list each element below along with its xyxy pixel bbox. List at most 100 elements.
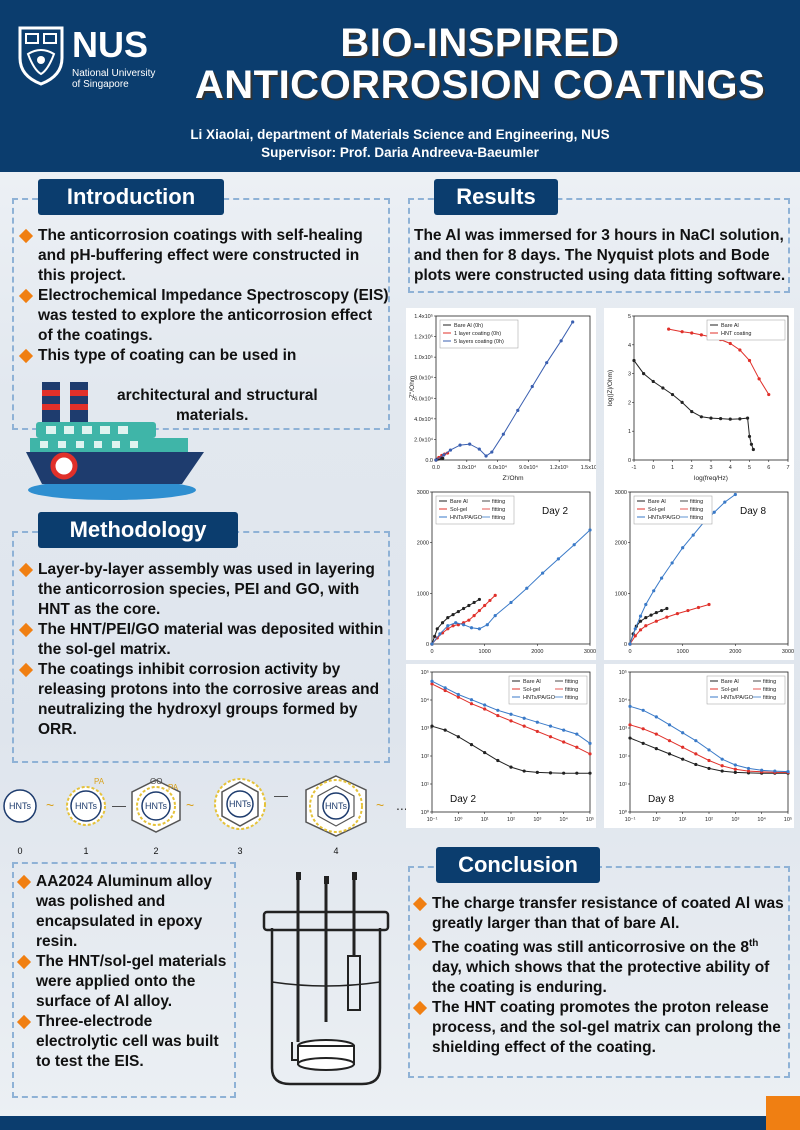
data-point xyxy=(443,686,447,690)
data-point xyxy=(588,528,592,532)
x-tick-label: 10⁵ xyxy=(784,816,792,823)
data-point xyxy=(670,392,675,397)
data-point xyxy=(660,608,664,613)
y-tick-label: 10⁴ xyxy=(619,697,628,704)
data-point xyxy=(686,608,690,613)
data-point xyxy=(628,642,632,646)
poster-header: NUS National University of Singapore BIO… xyxy=(0,0,800,172)
data-point xyxy=(638,614,643,618)
logo-text: NUS xyxy=(72,24,149,65)
legend-fit-label: fitting xyxy=(565,687,578,693)
data-point xyxy=(467,603,471,608)
step-number-2: 2 xyxy=(153,846,158,856)
data-point xyxy=(649,613,653,617)
legend-fit-label: fitting xyxy=(690,515,703,521)
legend-label: Bare Al xyxy=(721,679,739,685)
data-point xyxy=(667,739,672,743)
data-point xyxy=(571,320,575,324)
conclusion-b2-post: day, which shows that the protective abi… xyxy=(432,959,770,997)
data-point xyxy=(469,743,474,747)
data-point xyxy=(760,768,764,772)
data-point xyxy=(548,771,553,775)
data-point xyxy=(562,728,566,732)
conclusion-heading: Conclusion xyxy=(436,847,600,883)
x-tick-label: 10⁵ xyxy=(586,816,594,823)
data-point xyxy=(733,770,737,774)
ship-illustration xyxy=(26,382,204,500)
data-point xyxy=(456,609,460,614)
title-line-2: ANTICORROSION COATINGS xyxy=(194,63,766,107)
legend-fit-label: fitting xyxy=(565,695,578,701)
data-point xyxy=(723,500,727,504)
x-tick-label: 2000 xyxy=(531,649,543,655)
conclusion-b2-sup: th xyxy=(748,938,759,949)
data-point xyxy=(496,713,500,718)
legend-box xyxy=(633,495,713,525)
legend-fit-label: fitting xyxy=(492,507,505,513)
legend-fit-label: fitting xyxy=(763,687,776,693)
data-point xyxy=(757,377,761,381)
data-point xyxy=(641,708,645,712)
data-point xyxy=(644,602,648,607)
data-point xyxy=(681,731,685,735)
data-point xyxy=(530,384,534,389)
x-tick-label: 10² xyxy=(507,817,515,823)
y-tick-label: 1 xyxy=(628,429,631,435)
data-point xyxy=(456,735,460,739)
y-tick-label: 2000 xyxy=(417,541,429,547)
x-tick-label: 10⁻¹ xyxy=(625,817,636,823)
data-point xyxy=(746,766,751,771)
y-tick-label: 1000 xyxy=(417,591,429,597)
data-point xyxy=(545,361,549,365)
data-point xyxy=(496,758,500,763)
data-point xyxy=(746,769,751,773)
step-number-3: 3 xyxy=(237,846,242,856)
y-tick-label: 10³ xyxy=(421,726,429,732)
legend-label: Bare Al xyxy=(523,679,541,685)
results-text: The Al was immersed for 3 hours in NaCl … xyxy=(414,227,786,284)
legend-label: HNTs/PA/GO xyxy=(721,695,754,701)
y-axis-label: log(|Z|/Ohm) xyxy=(607,370,614,406)
y-tick-label: 2000 xyxy=(615,541,627,547)
data-point xyxy=(694,739,698,743)
x-tick-label: 10³ xyxy=(533,817,541,823)
legend-box xyxy=(706,675,786,705)
data-point xyxy=(633,627,637,631)
data-point xyxy=(548,724,553,728)
x-tick-label: 1.5x10⁵ xyxy=(581,464,596,471)
legend-label: Sol-gel xyxy=(450,507,467,513)
x-tick-label: 10⁻¹ xyxy=(427,817,438,823)
nyquist-chart-day8: 0 1000 2000 3000 0 1000 2000 3000 Bare Al fitting… xyxy=(604,484,794,660)
data-point xyxy=(628,723,632,727)
x-tick-label: 10² xyxy=(705,817,713,823)
x-tick-label: 3.0x10⁴ xyxy=(457,464,477,471)
data-point xyxy=(712,510,716,514)
go-label-2: GO xyxy=(150,777,162,786)
data-point xyxy=(745,416,750,420)
x-tick-label: -1 xyxy=(632,465,637,471)
hnt-core-label-2: HNTs xyxy=(145,801,167,811)
x-tick-label: 0 xyxy=(430,649,433,655)
y-tick-label: 10¹ xyxy=(619,782,627,788)
data-point xyxy=(694,752,698,756)
conclusion-list: The charge transfer resistance of coated… xyxy=(412,894,788,1058)
data-point xyxy=(691,533,695,537)
x-tick-label: 3000 xyxy=(782,649,794,655)
x-tick-label: 10¹ xyxy=(481,817,489,823)
x-tick-label: 10⁰ xyxy=(454,816,463,823)
data-point xyxy=(786,769,790,774)
nus-crest-icon xyxy=(18,26,64,86)
x-tick-label: 6 xyxy=(767,465,770,471)
data-point xyxy=(628,736,632,740)
data-point xyxy=(694,762,698,767)
data-point xyxy=(468,442,472,446)
data-point xyxy=(485,623,489,627)
data-point xyxy=(456,692,460,697)
separator-icon: — xyxy=(274,787,288,803)
method-bullet-1: Layer-by-layer assembly was used in laye… xyxy=(18,560,390,620)
data-point xyxy=(654,610,658,615)
x-tick-label: 1 xyxy=(671,465,674,471)
data-point xyxy=(462,623,466,627)
data-point xyxy=(446,627,450,631)
y-tick-label: 1.2x10⁵ xyxy=(414,334,433,341)
